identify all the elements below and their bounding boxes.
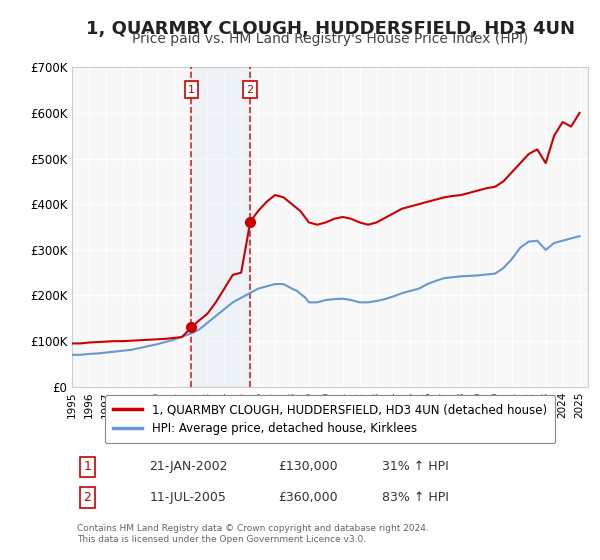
Text: 1: 1 xyxy=(188,85,195,95)
Legend: 1, QUARMBY CLOUGH, HUDDERSFIELD, HD3 4UN (detached house), HPI: Average price, d: 1, QUARMBY CLOUGH, HUDDERSFIELD, HD3 4UN… xyxy=(104,395,556,444)
Text: 11-JUL-2005: 11-JUL-2005 xyxy=(149,491,226,504)
Text: 1, QUARMBY CLOUGH, HUDDERSFIELD, HD3 4UN: 1, QUARMBY CLOUGH, HUDDERSFIELD, HD3 4UN xyxy=(86,20,575,38)
Text: 2: 2 xyxy=(247,85,254,95)
Text: £360,000: £360,000 xyxy=(278,491,338,504)
Text: Contains HM Land Registry data © Crown copyright and database right 2024.
This d: Contains HM Land Registry data © Crown c… xyxy=(77,525,429,544)
Text: 21-JAN-2002: 21-JAN-2002 xyxy=(149,460,228,473)
Text: £130,000: £130,000 xyxy=(278,460,338,473)
Text: 1: 1 xyxy=(83,460,91,473)
Text: Price paid vs. HM Land Registry's House Price Index (HPI): Price paid vs. HM Land Registry's House … xyxy=(132,32,528,46)
Text: 83% ↑ HPI: 83% ↑ HPI xyxy=(382,491,448,504)
Text: 31% ↑ HPI: 31% ↑ HPI xyxy=(382,460,448,473)
Bar xyxy=(191,67,250,387)
Text: 2: 2 xyxy=(83,491,91,504)
